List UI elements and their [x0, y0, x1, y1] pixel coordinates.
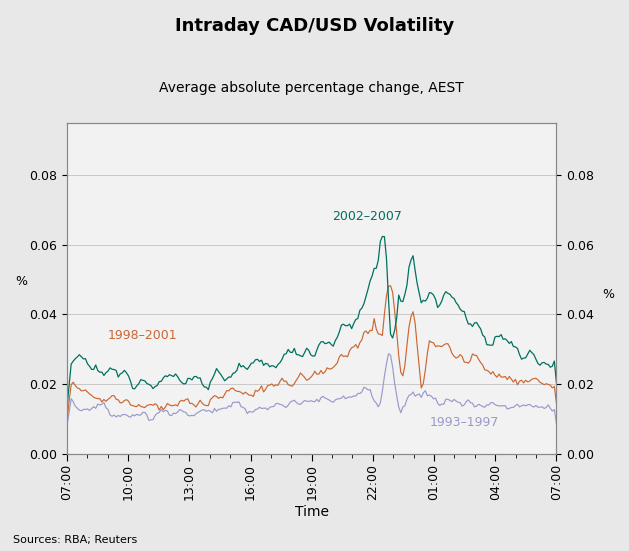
X-axis label: Time: Time	[295, 505, 329, 520]
Text: Intraday CAD/USD Volatility: Intraday CAD/USD Volatility	[175, 17, 454, 35]
Text: 1998–2001: 1998–2001	[108, 329, 177, 342]
Y-axis label: %: %	[602, 288, 614, 301]
Text: 2002–2007: 2002–2007	[332, 210, 402, 223]
Title: Average absolute percentage change, AEST: Average absolute percentage change, AEST	[159, 81, 464, 95]
Y-axis label: %: %	[15, 276, 27, 288]
Text: Sources: RBA; Reuters: Sources: RBA; Reuters	[13, 536, 137, 545]
Text: 1993–1997: 1993–1997	[430, 416, 499, 429]
